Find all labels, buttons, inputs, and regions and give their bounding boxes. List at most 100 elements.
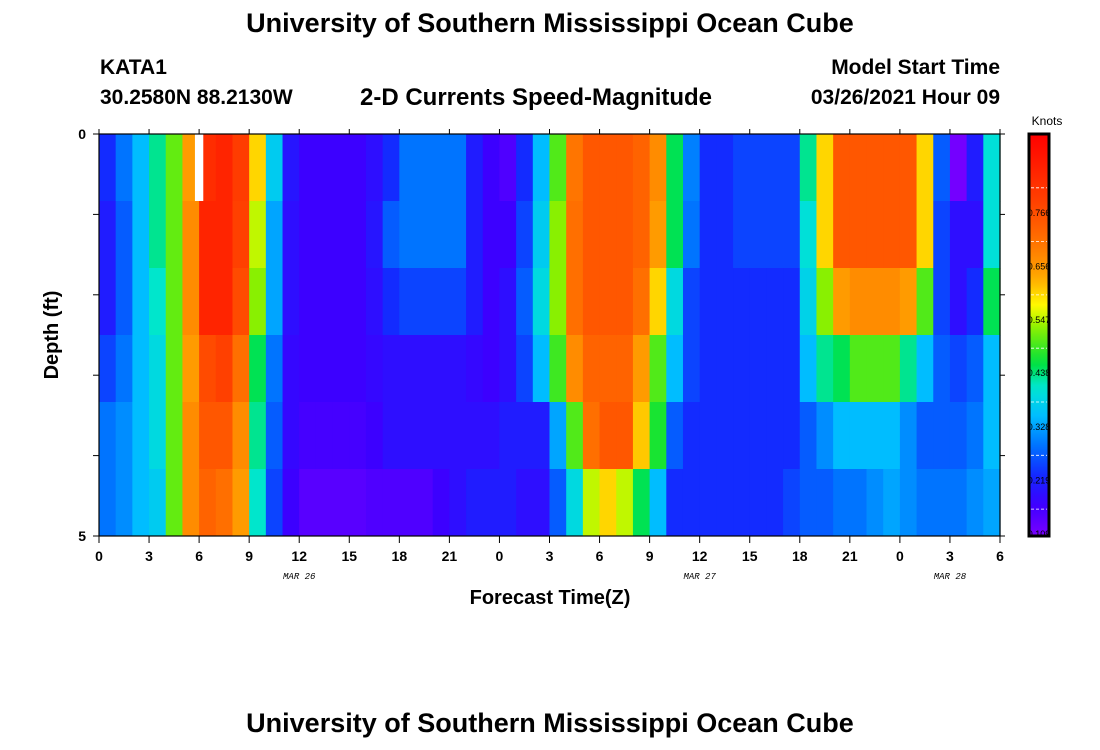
heatmap-cell — [416, 335, 434, 403]
heatmap-cell — [666, 469, 684, 537]
page-title: University of Southern Mississippi Ocean… — [246, 8, 854, 38]
heatmap-cell — [549, 201, 567, 269]
heatmap-cell — [499, 402, 517, 470]
heatmap-cell — [349, 268, 367, 336]
date-label: MAR 26 — [283, 572, 316, 582]
heatmap-cell — [749, 134, 768, 202]
heatmap-cell — [449, 201, 467, 269]
heatmap-cell — [699, 134, 717, 202]
heatmap-cell — [215, 469, 234, 537]
x-tick-label: 15 — [742, 548, 758, 564]
heatmap-cell — [749, 469, 768, 537]
heatmap-cell — [365, 201, 384, 269]
heatmap-cell — [99, 402, 117, 470]
heatmap-cell — [966, 134, 984, 202]
heatmap-cell — [799, 201, 818, 269]
heatmap-cell — [849, 268, 868, 336]
heatmap-cell — [99, 268, 117, 336]
heatmap-cell — [215, 268, 234, 336]
x-tick-label: 0 — [95, 548, 103, 564]
colorbar-tick-label: 0.547 — [1028, 315, 1051, 325]
heatmap-cell — [632, 268, 651, 336]
heatmap-cell — [482, 335, 501, 403]
heatmap-cell — [682, 469, 701, 537]
heatmap-cell — [132, 268, 150, 336]
heatmap-cell — [632, 335, 651, 403]
heatmap-cell — [816, 469, 834, 537]
heatmap-cell — [149, 268, 167, 336]
heatmap-cell — [215, 402, 234, 470]
x-tick-label: 3 — [946, 548, 954, 564]
heatmap-cell — [632, 134, 651, 202]
heatmap-cell — [99, 134, 117, 202]
heatmap-cell — [783, 469, 801, 537]
heatmap-cell — [799, 268, 818, 336]
heatmap-cell — [299, 201, 317, 269]
heatmap-cell — [265, 201, 284, 269]
heatmap-cell — [449, 268, 467, 336]
heatmap-cell — [733, 402, 751, 470]
heatmap-cell — [766, 469, 784, 537]
heatmap-cell — [549, 335, 567, 403]
heatmap-cell — [182, 402, 200, 470]
heatmap-cell — [783, 402, 801, 470]
heatmap-cell — [149, 134, 167, 202]
heatmap-cell — [416, 402, 434, 470]
heatmap-cell — [232, 402, 250, 470]
heatmap-cell — [265, 268, 284, 336]
heatmap-cell — [749, 268, 768, 336]
heatmap-cell — [332, 134, 350, 202]
heatmap-cell — [482, 268, 501, 336]
heatmap-cell — [432, 268, 450, 336]
x-axis-label: Forecast Time(Z) — [470, 587, 631, 609]
heatmap-cell — [649, 268, 667, 336]
heatmap-cell — [933, 201, 951, 269]
heatmap-cell — [115, 134, 133, 202]
heatmap-cell — [632, 402, 651, 470]
heatmap-cell — [199, 469, 217, 537]
heatmap-cell — [933, 335, 951, 403]
heatmap-cell — [165, 402, 184, 470]
heatmap-cell — [516, 268, 534, 336]
heatmap-cell — [466, 268, 484, 336]
heatmap-cell — [783, 335, 801, 403]
heatmap-cell — [499, 201, 517, 269]
x-axis: 0 3 6 9 12 15 18 21 0 3 6 9 12 15 18 21 0 3 6 MAR 26 MAR 27 M… — [95, 129, 1004, 582]
heatmap-cell — [265, 335, 284, 403]
heatmap-cell — [899, 134, 918, 202]
heatmap-cell — [666, 402, 684, 470]
heatmap-cell — [616, 402, 634, 470]
heatmap-cell — [883, 201, 901, 269]
heatmap-cell — [799, 134, 818, 202]
model-start-label: Model Start Time — [831, 56, 1000, 79]
heatmap-cell — [249, 201, 267, 269]
y-axis-label: Depth (ft) — [41, 291, 63, 380]
colorbar-tick-label: 0.766 — [1028, 208, 1051, 218]
heatmap-cell — [332, 335, 350, 403]
x-tick-label: 21 — [442, 548, 458, 564]
heatmap-cell — [299, 134, 317, 202]
heatmap-cell — [299, 268, 317, 336]
heatmap-cell — [215, 134, 234, 202]
heatmap-cell — [866, 134, 884, 202]
heatmap-cell — [282, 469, 300, 537]
heatmap-cell — [599, 402, 617, 470]
heatmap-cell — [682, 402, 701, 470]
heatmap-cell — [582, 335, 601, 403]
heatmap-cell — [666, 201, 684, 269]
heatmap-cell — [849, 134, 868, 202]
heatmap-cell — [983, 201, 1001, 269]
heatmap-cell — [199, 335, 217, 403]
heatmap-cell — [849, 335, 868, 403]
heatmap-cell — [299, 402, 317, 470]
x-tick-label: 12 — [291, 548, 307, 564]
heatmap-cell — [516, 402, 534, 470]
heatmap-cell — [649, 402, 667, 470]
heatmap-cell — [466, 201, 484, 269]
heatmap-cell — [716, 134, 734, 202]
heatmap-cell — [132, 134, 150, 202]
heatmap-cell — [115, 335, 133, 403]
heatmap-cell — [883, 268, 901, 336]
heatmap-cell — [416, 268, 434, 336]
